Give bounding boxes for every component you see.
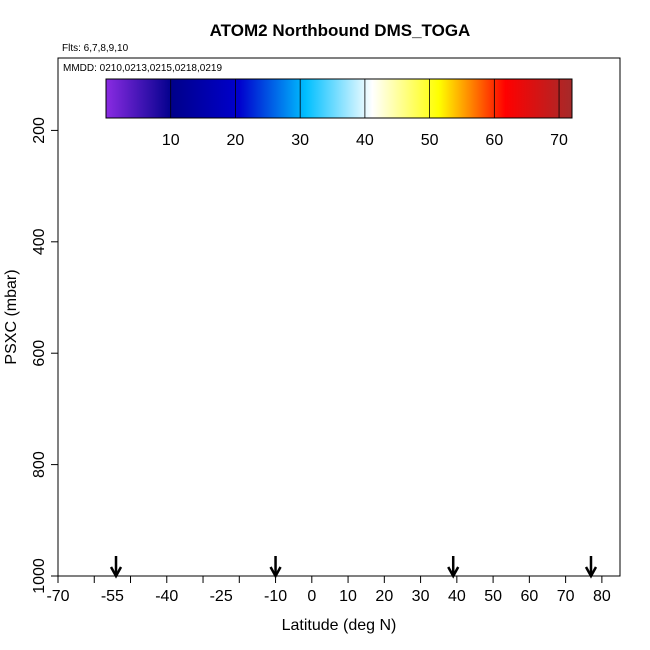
x-tick-label: -10 — [264, 588, 287, 605]
x-tick-label: 40 — [448, 588, 466, 605]
x-axis-label: Latitude (deg N) — [282, 617, 397, 634]
x-tick-label: -70 — [46, 588, 69, 605]
y-tick-label: 800 — [31, 451, 48, 478]
colorbar-tick-label: 50 — [421, 132, 439, 149]
flight-arrow-icon — [447, 556, 460, 579]
x-tick-label: 50 — [484, 588, 502, 605]
x-tick-label: 20 — [375, 588, 393, 605]
x-tick-label: 60 — [520, 588, 538, 605]
x-axis: -70 -55 -40 -25 -10 0 10 20 30 40 50 60 70 80 — [46, 576, 611, 605]
colorbar-tick-label: 20 — [227, 132, 245, 149]
flight-arrow-icon — [269, 556, 282, 579]
x-tick-label: 70 — [557, 588, 575, 605]
flight-arrow-icon — [109, 556, 123, 579]
x-tick-label: 30 — [412, 588, 430, 605]
x-tick-label: 10 — [339, 588, 357, 605]
x-tick-label: -25 — [210, 588, 233, 605]
x-tick-label: 80 — [593, 588, 611, 605]
colorbar-tick-label: 10 — [162, 132, 180, 149]
colorbar-tick-label: 30 — [291, 132, 309, 149]
y-tick-label: 600 — [31, 340, 48, 367]
dates-note: MMDD: 0210,0213,0215,0218,0219 — [63, 63, 222, 74]
colorbar: 10 20 30 40 50 60 70 — [105, 78, 573, 149]
flights-note: Flts: 6,7,8,9,10 — [62, 43, 129, 54]
x-tick-label: -55 — [101, 588, 124, 605]
flight-arrows — [109, 556, 598, 579]
y-axis: 200 400 600 800 1000 — [31, 117, 58, 594]
x-tick-label: -40 — [155, 588, 178, 605]
colorbar-gradient — [105, 78, 573, 119]
y-axis-label: PSXC (mbar) — [3, 269, 20, 364]
chart-title: ATOM2 Northbound DMS_TOGA — [210, 21, 471, 40]
flight-arrow-icon — [584, 556, 598, 579]
colorbar-tick-label: 40 — [356, 132, 374, 149]
y-tick-label: 400 — [31, 228, 48, 255]
y-tick-label: 200 — [31, 117, 48, 144]
colorbar-tick-label: 60 — [485, 132, 503, 149]
colorbar-tick-label: 70 — [550, 132, 568, 149]
x-tick-label: 0 — [307, 588, 316, 605]
y-tick-label: 1000 — [31, 558, 48, 594]
plot-frame — [57, 57, 621, 577]
